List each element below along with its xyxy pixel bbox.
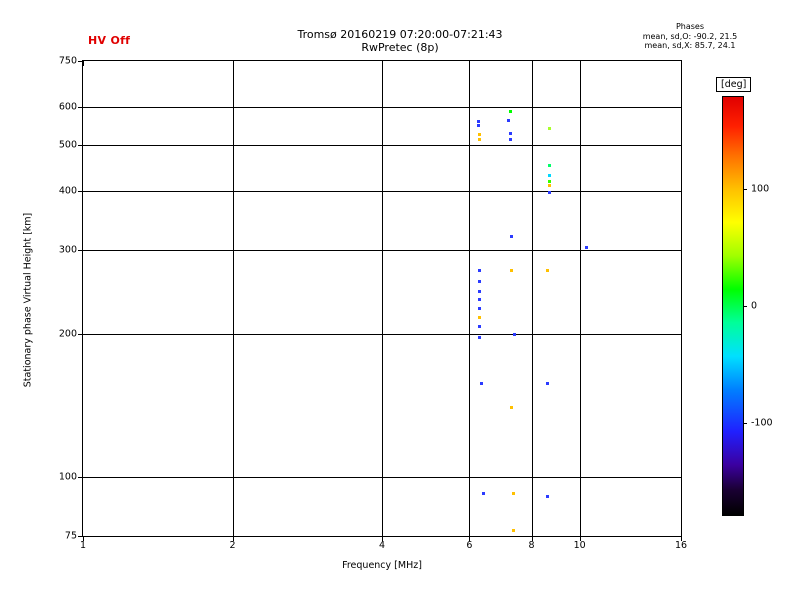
x-axis-tick-label: 8 bbox=[528, 540, 535, 551]
y-axis-tick bbox=[78, 144, 83, 146]
gridline-vertical bbox=[232, 61, 234, 536]
chart-title: Tromsø 20160219 07:20:00-07:21:43 RwPret… bbox=[230, 28, 570, 54]
gridline-vertical bbox=[531, 61, 533, 536]
colorbar-unit-label: [deg] bbox=[716, 77, 752, 92]
y-axis-tick-label: 600 bbox=[58, 101, 77, 113]
data-point bbox=[548, 191, 552, 195]
y-axis-tick bbox=[78, 476, 83, 478]
y-axis-tick bbox=[78, 107, 83, 109]
phases-x-stats: mean, sd,X: 85.7, 24.1 bbox=[644, 41, 736, 50]
x-axis-tick-top bbox=[382, 61, 383, 66]
phases-heading: Phases bbox=[675, 22, 705, 31]
data-point bbox=[478, 316, 482, 320]
chart-title-line1: Tromsø 20160219 07:20:00-07:21:43 bbox=[297, 28, 503, 41]
data-point bbox=[511, 492, 515, 496]
x-axis-tick-label: 1 bbox=[79, 540, 87, 551]
x-axis-tick-label: 4 bbox=[378, 540, 386, 551]
data-point bbox=[478, 306, 482, 310]
y-axis-tick bbox=[78, 333, 83, 335]
x-axis-tick bbox=[579, 536, 581, 541]
data-point bbox=[508, 138, 512, 142]
y-axis-tick bbox=[78, 61, 83, 62]
x-axis-tick-label: 6 bbox=[466, 540, 473, 551]
data-point bbox=[478, 298, 482, 302]
data-point bbox=[511, 529, 515, 533]
x-axis-tick bbox=[232, 536, 234, 541]
x-axis-tick-top bbox=[469, 61, 471, 66]
x-axis-tick-top bbox=[579, 61, 581, 66]
colorbar-tick bbox=[743, 423, 747, 425]
phases-summary: Phases mean, sd,O: -90.2, 21.5 mean, sd,… bbox=[595, 22, 785, 51]
data-point bbox=[545, 382, 549, 386]
y-axis-tick bbox=[78, 250, 83, 252]
y-axis-tick-label: 100 bbox=[58, 471, 77, 483]
x-axis-tick-label: 2 bbox=[229, 540, 236, 551]
hv-off-status: HV Off bbox=[88, 34, 131, 47]
data-point bbox=[508, 132, 512, 136]
x-axis-tick bbox=[531, 536, 533, 541]
data-point bbox=[478, 138, 482, 142]
data-point bbox=[508, 109, 512, 113]
phases-o-stats: mean, sd,O: -90.2, 21.5 bbox=[642, 31, 738, 41]
x-axis-tick-top bbox=[83, 61, 84, 66]
gridline-vertical bbox=[469, 61, 471, 536]
data-point bbox=[510, 234, 514, 238]
colorbar-tick bbox=[743, 188, 747, 190]
data-point bbox=[545, 494, 549, 498]
colorbar-tick bbox=[743, 306, 747, 307]
gridline-vertical bbox=[382, 61, 383, 536]
gridline-vertical bbox=[579, 61, 581, 536]
x-axis-title: Frequency [MHz] bbox=[342, 560, 422, 571]
data-point bbox=[480, 382, 484, 386]
x-axis-tick bbox=[469, 536, 471, 541]
y-axis-tick-label: 400 bbox=[58, 185, 77, 197]
x-axis-tick-label: 10 bbox=[573, 540, 586, 551]
x-axis-tick bbox=[83, 536, 84, 541]
scatter-plot-area: 75 100 200 300 400 500 600 750 1 2 4 6 8 10 16 bbox=[59, 56, 687, 552]
data-point bbox=[510, 268, 514, 272]
data-point bbox=[478, 133, 482, 137]
data-point bbox=[478, 279, 482, 283]
colorbar-tick-label: -100 bbox=[751, 417, 773, 429]
y-axis-tick-label: 75 bbox=[64, 530, 77, 542]
x-axis-tick-top bbox=[232, 61, 234, 66]
data-point bbox=[513, 333, 517, 337]
data-point bbox=[548, 163, 552, 167]
chart-title-line2: RwPretec (8p) bbox=[361, 41, 439, 54]
colorbar-tick-label: 100 bbox=[751, 183, 770, 195]
colorbar: 100 0 -100 bbox=[722, 96, 773, 516]
y-axis-tick bbox=[78, 536, 83, 537]
data-point bbox=[548, 174, 552, 178]
data-point bbox=[548, 179, 552, 183]
x-axis-tick bbox=[382, 536, 383, 541]
data-point bbox=[481, 492, 485, 496]
data-point bbox=[507, 118, 511, 122]
data-point bbox=[548, 127, 552, 131]
x-axis-tick bbox=[681, 536, 682, 541]
data-point bbox=[510, 405, 514, 409]
data-point bbox=[478, 268, 482, 272]
y-axis-tick-label: 500 bbox=[58, 139, 77, 151]
y-axis-title: Stationary phase Virtual Height [km] bbox=[22, 212, 34, 388]
x-axis-tick-top bbox=[531, 61, 533, 66]
data-point bbox=[478, 290, 482, 294]
y-axis-tick bbox=[78, 190, 83, 192]
data-point bbox=[476, 124, 480, 128]
y-axis-tick-label: 200 bbox=[58, 328, 77, 340]
x-axis-tick-top bbox=[681, 61, 682, 66]
data-point bbox=[478, 325, 482, 329]
y-axis-tick-label: 300 bbox=[58, 244, 77, 256]
data-point bbox=[545, 268, 549, 272]
data-point bbox=[476, 119, 480, 123]
data-point bbox=[548, 184, 552, 188]
y-axis-tick-label: 750 bbox=[58, 55, 77, 67]
colorbar-tick-label: 0 bbox=[751, 300, 758, 312]
data-point bbox=[584, 246, 588, 250]
data-point bbox=[478, 336, 482, 340]
x-axis-tick-label: 16 bbox=[674, 540, 688, 551]
